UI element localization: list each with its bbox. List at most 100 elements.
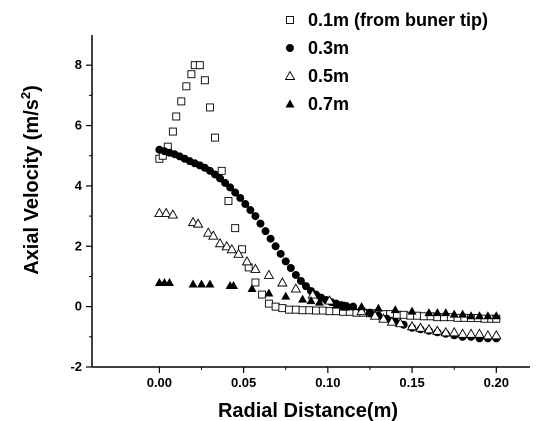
data-point xyxy=(399,310,408,319)
y-tick-label: 0 xyxy=(75,299,82,314)
data-point xyxy=(160,207,172,218)
legend-label: 0.1m (from buner tip) xyxy=(308,10,488,30)
data-point xyxy=(266,234,275,243)
data-point xyxy=(290,283,302,293)
data-point xyxy=(188,279,198,288)
data-point xyxy=(298,306,307,315)
data-point xyxy=(226,183,235,192)
data-point xyxy=(474,311,484,320)
data-point xyxy=(423,323,435,334)
data-point xyxy=(483,311,493,320)
data-point xyxy=(449,309,459,318)
data-point xyxy=(312,306,321,315)
data-point xyxy=(305,306,314,315)
data-point xyxy=(465,328,477,338)
data-point xyxy=(264,288,274,297)
data-point xyxy=(406,320,418,331)
data-point xyxy=(197,279,206,288)
data-point xyxy=(395,317,406,328)
data-point xyxy=(231,188,240,197)
data-point xyxy=(251,278,260,287)
data-point xyxy=(348,302,358,311)
x-tick-label: 0.20 xyxy=(484,375,509,390)
legend: 0.1m (from buner tip) 0.3m 0.5m 0.7m xyxy=(284,10,488,114)
x-tick-label: 0.15 xyxy=(399,375,424,390)
data-point xyxy=(432,308,442,317)
data-point xyxy=(256,219,265,228)
data-point xyxy=(491,311,501,320)
data-point xyxy=(247,284,257,293)
data-point xyxy=(214,237,226,248)
data-point xyxy=(432,325,443,335)
data-point xyxy=(154,207,165,218)
y-axis-title-superscript: 2 xyxy=(18,92,33,99)
data-point xyxy=(291,270,300,279)
data-point xyxy=(276,249,285,258)
data-point xyxy=(205,279,215,288)
data-point xyxy=(192,218,204,228)
data-point xyxy=(233,248,244,258)
data-point xyxy=(357,302,367,311)
y-tick-label: 4 xyxy=(75,178,83,193)
data-point xyxy=(271,242,280,251)
y-tick-label: 8 xyxy=(75,57,82,72)
data-point xyxy=(217,166,226,175)
legend-marker xyxy=(285,99,295,108)
legend-marker xyxy=(284,70,296,80)
data-point xyxy=(229,281,239,290)
y-tick-label: 2 xyxy=(75,238,82,253)
legend-label: 0.5m xyxy=(308,66,349,86)
y-axis-title: Axial Velocity (m/s2) xyxy=(18,85,43,275)
y-tick-label: 6 xyxy=(75,118,82,133)
data-point xyxy=(277,277,288,287)
data-point xyxy=(386,316,398,326)
data-point xyxy=(208,230,219,240)
data-point xyxy=(258,290,267,299)
data-point xyxy=(415,322,426,332)
y-axis-title-main: Axial Velocity (m/s xyxy=(21,99,43,275)
legend-marker xyxy=(286,44,294,52)
legend-marker xyxy=(286,16,294,24)
data-point xyxy=(251,212,260,221)
data-point xyxy=(324,295,335,305)
data-point xyxy=(318,306,327,315)
data-point xyxy=(448,326,460,337)
data-point xyxy=(231,224,240,233)
x-tick-label: 0.05 xyxy=(231,375,256,390)
data-point xyxy=(226,243,238,254)
x-tick-label: 0.00 xyxy=(147,375,172,390)
data-point xyxy=(325,307,334,316)
data-point xyxy=(172,112,181,121)
data-point xyxy=(285,305,294,314)
data-point xyxy=(286,264,295,273)
data-point xyxy=(356,305,367,316)
data-point xyxy=(373,303,383,312)
data-point xyxy=(466,311,476,320)
data-point xyxy=(458,309,468,318)
data-point xyxy=(365,308,374,317)
data-point xyxy=(278,304,287,313)
data-point xyxy=(187,70,196,79)
series-2 xyxy=(154,207,502,340)
y-tick-label: -2 xyxy=(70,359,82,374)
data-point xyxy=(246,206,255,215)
legend-label: 0.7m xyxy=(308,94,349,114)
data-point xyxy=(378,313,389,323)
data-point xyxy=(263,269,275,279)
data-point xyxy=(291,305,300,314)
data-point xyxy=(440,326,452,337)
data-point xyxy=(306,296,316,305)
data-point xyxy=(200,76,209,85)
data-point xyxy=(314,297,324,306)
axes xyxy=(91,35,530,368)
x-axis-title: Radial Distance(m) xyxy=(218,400,398,421)
data-point xyxy=(250,263,261,273)
data-point xyxy=(202,227,214,237)
data-point xyxy=(205,103,214,112)
data-point xyxy=(407,306,417,315)
data-point xyxy=(241,255,253,266)
data-point xyxy=(390,305,400,314)
data-point xyxy=(331,300,341,309)
data-point xyxy=(298,294,308,303)
